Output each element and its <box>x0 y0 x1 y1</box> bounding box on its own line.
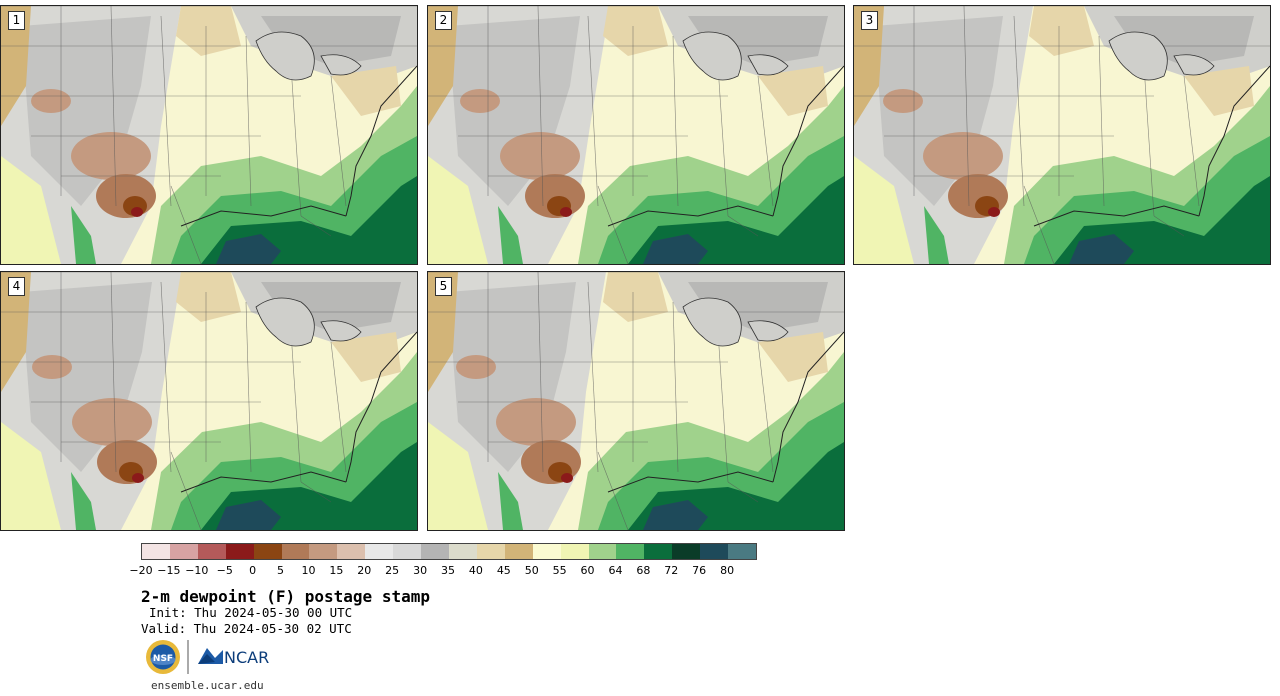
map-panel-4: 4 <box>0 271 418 531</box>
svg-text:NSF: NSF <box>153 654 173 664</box>
colorbar-tick-label: −10 <box>185 564 209 577</box>
colorbar-swatch <box>672 544 701 559</box>
colorbar-swatch <box>644 544 673 559</box>
colorbar-tick-label: 72 <box>664 564 679 577</box>
map-panel-1: 1 <box>0 5 418 265</box>
colorbar-tick-label: 5 <box>277 564 285 577</box>
figure-title: 2-m dewpoint (F) postage stamp <box>141 587 430 606</box>
colorbar-tick-label: −15 <box>157 564 181 577</box>
colorbar-swatch <box>253 544 282 559</box>
colorbar-swatch <box>197 544 226 559</box>
colorbar-tick-label: 35 <box>441 564 455 577</box>
colorbar-tick-label: 60 <box>580 564 595 577</box>
colorbar-tick-label: 64 <box>608 564 623 577</box>
footer-url: ensemble.ucar.edu <box>151 679 264 692</box>
colorbar-tick-label: 45 <box>496 564 511 577</box>
colorbar-tick-label: 0 <box>249 564 257 577</box>
colorbar-tick-label: 76 <box>692 564 707 577</box>
colorbar-swatch <box>309 544 338 559</box>
colorbar-tick-label: 80 <box>720 564 735 577</box>
panel-label: 1 <box>8 11 25 30</box>
colorbar-tick-label: 68 <box>636 564 651 577</box>
colorbar-tick-label: 55 <box>552 564 567 577</box>
svg-text:NCAR: NCAR <box>224 648 269 667</box>
colorbar-swatch <box>448 544 477 559</box>
colorbar-tick-label: 15 <box>329 564 344 577</box>
colorbar-swatch <box>504 544 533 559</box>
colorbar-swatch <box>393 544 422 559</box>
colorbar-tick-label: 50 <box>524 564 539 577</box>
valid-time: Valid: Thu 2024-05-30 02 UTC <box>141 621 352 636</box>
colorbar-swatch <box>142 544 170 559</box>
colorbar-tick-label: −5 <box>216 564 233 577</box>
panel-label: 5 <box>435 277 452 296</box>
dewpoint-colorbar <box>141 543 757 560</box>
colorbar-tick-label: 30 <box>413 564 428 577</box>
colorbar-swatch <box>281 544 310 559</box>
logos: NSF NCAR <box>145 638 275 676</box>
dewpoint-map <box>854 6 1270 264</box>
colorbar-swatch <box>616 544 645 559</box>
colorbar-swatch <box>421 544 449 559</box>
colorbar-swatch <box>365 544 394 559</box>
nsf-logo-icon: NSF <box>146 640 180 674</box>
dewpoint-map <box>1 272 417 530</box>
colorbar-tick-labels: −20 −15 −10 −5 0 5 10 15 20 25 30 35 40 45 50 55 60 64 68 7… <box>129 564 761 578</box>
map-panel-5: 5 <box>427 271 845 531</box>
panel-label: 2 <box>435 11 452 30</box>
ncar-logo-icon: NCAR <box>198 648 269 667</box>
colorbar-tick-label: −20 <box>129 564 153 577</box>
colorbar-swatch <box>560 544 589 559</box>
init-time: Init: Thu 2024-05-30 00 UTC <box>149 605 353 620</box>
colorbar-tick-label: 20 <box>357 564 372 577</box>
panel-label: 3 <box>861 11 878 30</box>
colorbar-swatch <box>588 544 617 559</box>
colorbar-swatch <box>169 544 198 559</box>
dewpoint-map <box>1 6 417 264</box>
dewpoint-map <box>428 6 844 264</box>
colorbar-swatch <box>337 544 366 559</box>
colorbar-tick-label: 25 <box>385 564 400 577</box>
colorbar-tick-label: 10 <box>301 564 316 577</box>
colorbar-swatch <box>225 544 254 559</box>
colorbar-swatch <box>728 544 756 559</box>
colorbar-swatch <box>476 544 505 559</box>
colorbar-swatch <box>532 544 561 559</box>
map-panel-2: 2 <box>427 5 845 265</box>
dewpoint-map <box>428 272 844 530</box>
panel-label: 4 <box>8 277 25 296</box>
map-panel-3: 3 <box>853 5 1271 265</box>
colorbar-swatch <box>700 544 729 559</box>
colorbar-tick-label: 40 <box>468 564 483 577</box>
